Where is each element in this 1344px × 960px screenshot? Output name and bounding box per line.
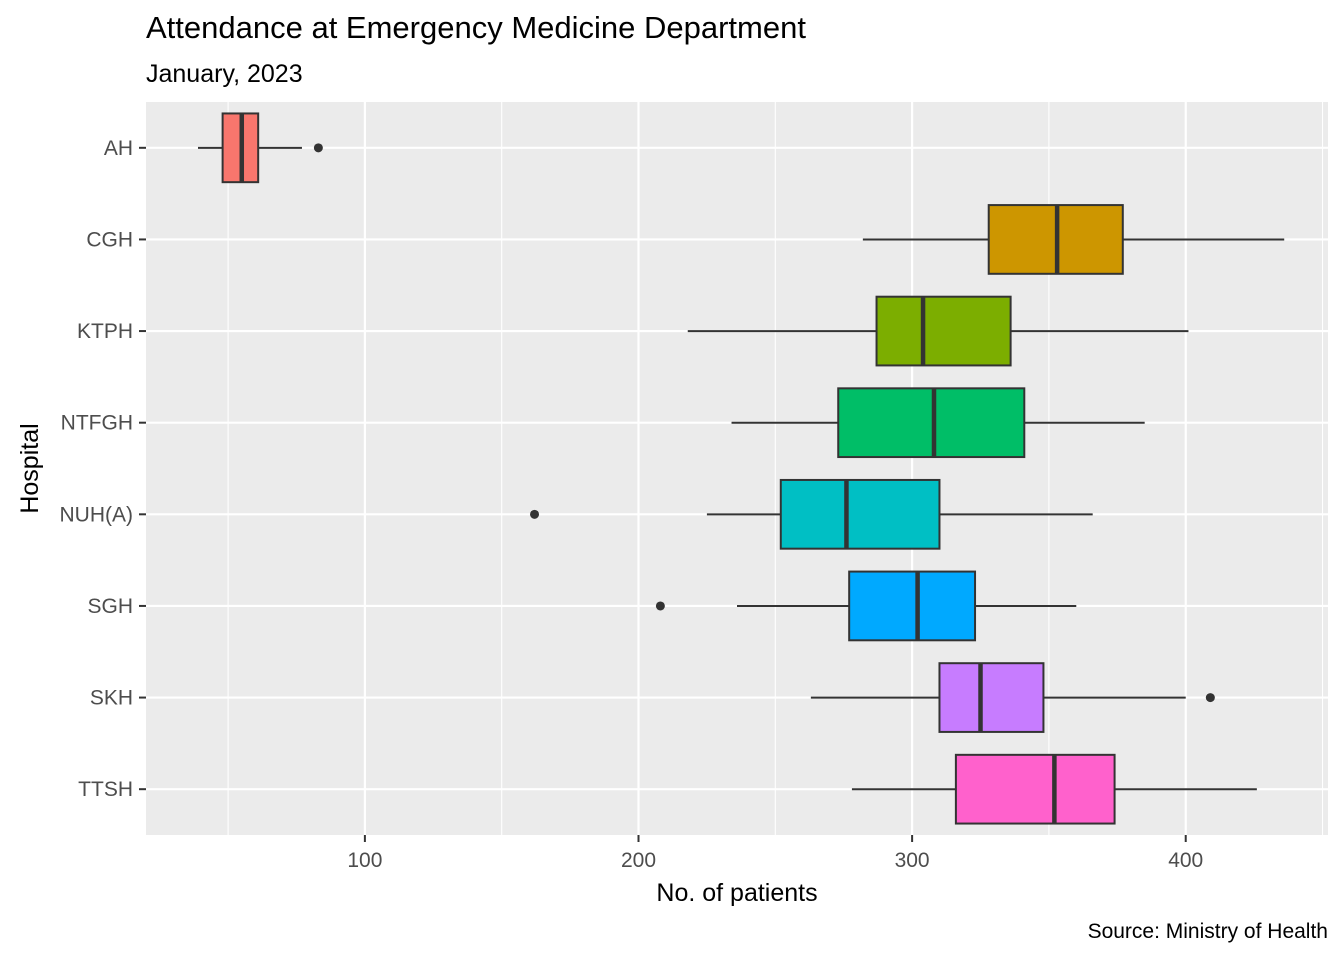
box-cgh [862,204,1285,275]
box-iqr [848,570,977,642]
y-tick-label: SKH [90,687,133,710]
y-tick-label: SGH [87,595,133,618]
y-tick-label: KTPH [77,320,133,343]
box-skh [810,662,1215,733]
y-tick-label: TTSH [78,778,133,801]
outlier-point [530,509,540,519]
y-tick-label: AH [104,137,133,160]
box-ktph [687,295,1189,367]
box-iqr [875,295,1012,367]
box-iqr [837,387,1026,459]
chart-title: Attendance at Emergency Medicine Departm… [146,10,806,45]
box-iqr [954,753,1116,825]
box-ntfgh [731,387,1145,459]
boxplot-series [197,112,1285,825]
x-tick-label: 100 [347,849,382,872]
chart-caption: Source: Ministry of Health [1087,920,1328,943]
x-axis-title: No. of patients [656,879,817,907]
box-nuha [530,478,1093,550]
y-tick-label: NUH(A) [60,503,134,526]
y-axis-title: Hospital [16,423,44,513]
x-tick-label: 300 [895,849,930,872]
box-ttsh [851,753,1257,825]
box-ah [197,112,323,184]
y-tick-label: CGH [86,228,133,251]
x-tick-label: 200 [621,849,656,872]
axes: AH CGH KTPH NTFGH NUH(A) SGH SKH TTSH 100 200 300 4… [60,137,1204,872]
x-tick-label: 400 [1168,849,1203,872]
outlier-point [655,601,665,611]
chart-subtitle: January, 2023 [146,60,303,88]
outlier-point [313,143,323,153]
y-tick-label: NTFGH [61,412,133,435]
box-iqr [779,478,941,550]
box-sgh [655,570,1077,642]
box-iqr [938,662,1045,733]
outlier-point [1205,693,1215,703]
plot-panel [146,102,1328,835]
